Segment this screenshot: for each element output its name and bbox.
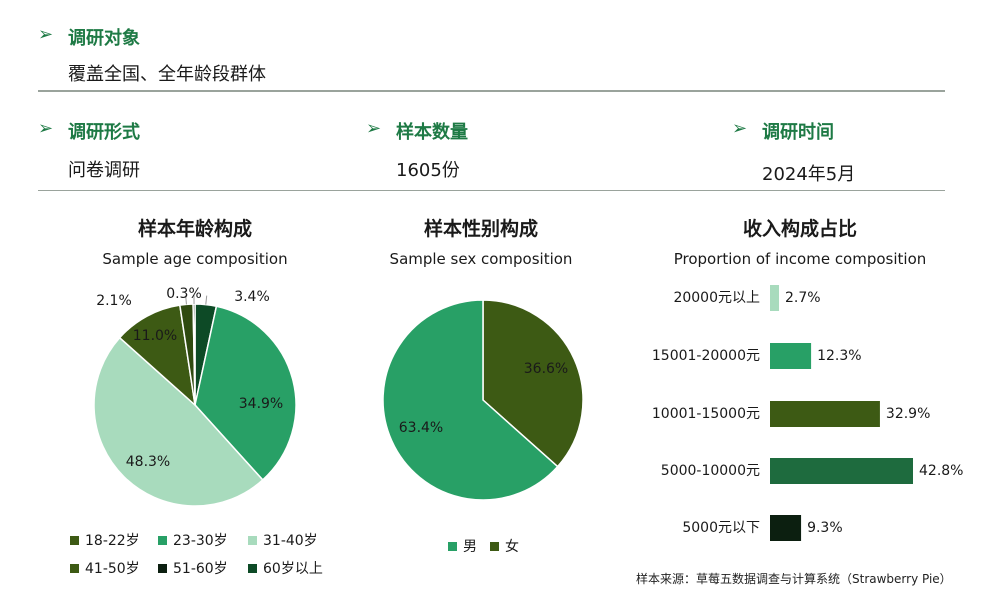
legend-item-age: 18-22岁 <box>70 530 140 550</box>
bar <box>770 515 802 541</box>
legend-item-age: 60岁以上 <box>248 558 323 578</box>
object-title: 调研对象 <box>68 28 140 49</box>
data-label: 34.9% <box>239 396 283 412</box>
category-label: 20000元以上 <box>673 290 760 306</box>
value-label: 2.7% <box>785 290 821 306</box>
divider-top <box>38 90 945 92</box>
data-label: 36.6% <box>524 361 568 377</box>
legend-label: 51-60岁 <box>173 561 228 577</box>
value-label: 32.9% <box>886 406 930 422</box>
category-label: 10001-15000元 <box>652 406 760 422</box>
legend-label: 41-50岁 <box>85 561 140 577</box>
data-label: 0.3% <box>166 286 202 302</box>
category-label: 5000元以下 <box>682 520 760 536</box>
value-label: 9.3% <box>807 520 843 536</box>
legend-item-age: 23-30岁 <box>158 530 228 550</box>
legend-item-age: 51-60岁 <box>158 558 228 578</box>
arrow-icon: ➢ <box>38 24 54 45</box>
category-label: 15001-20000元 <box>652 348 760 364</box>
leader-line <box>185 295 187 305</box>
arrow-icon: ➢ <box>732 118 748 139</box>
sample-value: 1605份 <box>396 160 460 181</box>
time-title: 调研时间 <box>762 122 834 143</box>
arrow-icon: ➢ <box>366 118 382 139</box>
data-label: 11.0% <box>133 328 177 344</box>
age-chart-title: 样本年龄构成 <box>137 218 252 240</box>
sex-chart-subtitle: Sample sex composition <box>389 250 573 268</box>
source-note: 样本来源：草莓五数据调查与计算系统（Strawberry Pie） <box>636 572 952 586</box>
bar <box>770 458 913 484</box>
pie-slice <box>118 304 197 407</box>
bar <box>770 343 812 369</box>
legend-item-sex: 女 <box>490 536 519 556</box>
form-value: 问卷调研 <box>68 160 140 181</box>
legend-item-sex: 男 <box>448 536 477 556</box>
bar <box>770 401 880 427</box>
value-label: 12.3% <box>817 348 861 364</box>
category-label: 5000-10000元 <box>661 463 760 479</box>
object-value: 覆盖全国、全年龄段群体 <box>68 64 266 85</box>
pie-slice <box>93 336 264 507</box>
legend-swatch <box>158 563 167 573</box>
arrow-icon: ➢ <box>38 118 54 139</box>
data-label: 63.4% <box>399 420 443 436</box>
income-chart-title: 收入构成占比 <box>742 218 857 240</box>
pie-slice <box>482 299 584 468</box>
leader-line <box>205 295 208 305</box>
legend-swatch <box>448 541 457 551</box>
legend-label: 23-30岁 <box>173 533 228 549</box>
legend-item-age: 41-50岁 <box>70 558 140 578</box>
pie-slice <box>192 303 196 406</box>
legend-item-age: 31-40岁 <box>248 530 318 550</box>
legend-label: 女 <box>505 539 519 555</box>
data-label: 2.1% <box>96 293 132 309</box>
legend-swatch <box>70 563 79 573</box>
data-label: 3.4% <box>234 289 270 305</box>
legend-label: 60岁以上 <box>263 561 323 577</box>
legend-swatch <box>248 563 257 573</box>
form-title: 调研形式 <box>68 122 140 143</box>
legend-label: 18-22岁 <box>85 533 140 549</box>
legend-swatch <box>158 535 167 545</box>
pie-slice <box>382 299 559 501</box>
data-label: 48.3% <box>126 454 170 470</box>
sex-chart-title: 样本性别构成 <box>423 218 538 240</box>
legend-label: 31-40岁 <box>263 533 318 549</box>
income-chart-subtitle: Proportion of income composition <box>673 250 927 268</box>
age-chart-subtitle: Sample age composition <box>102 250 288 268</box>
legend-label: 男 <box>463 539 477 555</box>
legend-swatch <box>490 541 499 551</box>
legend-swatch <box>248 535 257 545</box>
pie-slice <box>194 305 297 481</box>
sample-title: 样本数量 <box>396 122 468 143</box>
time-value: 2024年5月 <box>762 164 856 185</box>
legend-swatch <box>70 535 79 545</box>
divider-mid <box>38 190 945 191</box>
value-label: 42.8% <box>919 463 963 479</box>
bar <box>770 285 780 311</box>
